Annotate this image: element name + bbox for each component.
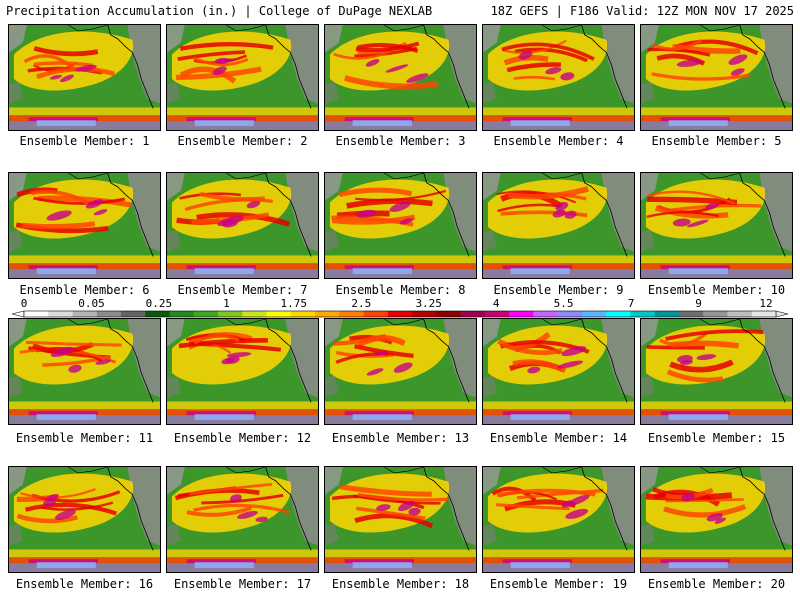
colorbar-swatch — [703, 311, 728, 317]
ensemble-member-map — [8, 318, 161, 425]
colorbar-swatch — [606, 311, 631, 317]
ensemble-member-map — [640, 318, 793, 425]
colorbar-swatch — [630, 311, 656, 317]
ensemble-member-map — [8, 466, 161, 573]
colorbar-tick-label: 9 — [695, 297, 702, 310]
colorbar-swatch — [533, 311, 558, 317]
ensemble-member-map — [8, 24, 161, 131]
colorbar-tick-label: 4 — [493, 297, 500, 310]
colorbar-tick-label: 0.25 — [146, 297, 173, 310]
ensemble-member-map — [324, 318, 477, 425]
colorbar-swatch — [581, 311, 607, 317]
colorbar-swatch — [72, 311, 98, 317]
ensemble-member-label: Ensemble Member: 14 — [489, 431, 628, 445]
ensemble-member-map — [640, 466, 793, 573]
colorbar-tick-label: 1.75 — [281, 297, 308, 310]
ensemble-member-map — [482, 318, 635, 425]
ensemble-member-label: Ensemble Member: 16 — [15, 577, 154, 591]
colorbar-swatch — [751, 311, 777, 317]
colorbar-swatch — [266, 311, 292, 317]
colorbar-tick-label: 5.5 — [554, 297, 574, 310]
ensemble-member-map — [324, 24, 477, 131]
ensemble-member-label: Ensemble Member: 20 — [647, 577, 786, 591]
model-valid-time: 18Z GEFS | F186 Valid: 12Z MON NOV 17 20… — [490, 4, 794, 18]
colorbar-swatch — [169, 311, 195, 317]
colorbar-tick-label: 1 — [223, 297, 230, 310]
ensemble-member-map — [324, 466, 477, 573]
ensemble-member-label: Ensemble Member: 2 — [177, 134, 308, 148]
colorbar-tick-label: 12 — [759, 297, 772, 310]
colorbar-outline — [23, 310, 777, 318]
colorbar-swatch — [363, 311, 389, 317]
ensemble-member-label: Ensemble Member: 5 — [651, 134, 782, 148]
colorbar-tick-label: 0 — [21, 297, 28, 310]
ensemble-member-label: Ensemble Member: 10 — [647, 283, 786, 297]
ensemble-member-label: Ensemble Member: 17 — [173, 577, 312, 591]
colorbar-swatch — [218, 311, 243, 317]
colorbar-swatch — [121, 311, 146, 317]
colorbar-swatch — [290, 311, 316, 317]
colorbar-swatch — [654, 311, 680, 317]
ensemble-member-label: Ensemble Member: 18 — [331, 577, 470, 591]
ensemble-member-map — [8, 172, 161, 279]
ensemble-member-label: Ensemble Member: 12 — [173, 431, 312, 445]
ensemble-member-label: Ensemble Member: 9 — [493, 283, 624, 297]
colorbar-tick-label: 2.5 — [351, 297, 371, 310]
ensemble-member-label: Ensemble Member: 3 — [335, 134, 466, 148]
colorbar-swatch — [509, 311, 534, 317]
colorbar-swatch — [315, 311, 340, 317]
ensemble-member-map — [640, 172, 793, 279]
ensemble-member-map — [640, 24, 793, 131]
colorbar-swatch — [460, 311, 486, 317]
ensemble-member-map — [482, 172, 635, 279]
colorbar-swatch — [339, 311, 364, 317]
colorbar-swatch — [96, 311, 122, 317]
ensemble-member-label: Ensemble Member: 6 — [19, 283, 150, 297]
colorbar-swatch — [242, 311, 267, 317]
colorbar-tick-label: 7 — [628, 297, 635, 310]
colorbar-swatch — [436, 311, 461, 317]
ensemble-member-map — [482, 466, 635, 573]
colorbar-swatch — [24, 311, 49, 317]
colorbar-swatch — [678, 311, 704, 317]
ensemble-member-label: Ensemble Member: 1 — [19, 134, 150, 148]
colorbar-swatch — [48, 311, 73, 317]
map-title: Precipitation Accumulation (in.) | Colle… — [6, 4, 433, 18]
ensemble-member-map — [166, 24, 319, 131]
ensemble-member-map — [166, 318, 319, 425]
ensemble-member-map — [166, 172, 319, 279]
ensemble-member-label: Ensemble Member: 19 — [489, 577, 628, 591]
ensemble-member-label: Ensemble Member: 7 — [177, 283, 308, 297]
colorbar-swatch — [484, 311, 510, 317]
ensemble-member-map — [166, 466, 319, 573]
colorbar-swatch — [193, 311, 219, 317]
ensemble-member-label: Ensemble Member: 13 — [331, 431, 470, 445]
colorbar-swatch — [412, 311, 437, 317]
ensemble-member-label: Ensemble Member: 11 — [15, 431, 154, 445]
colorbar-swatch — [727, 311, 753, 317]
precip-colorbar: 0 0.05 0.25 1 1.75 2.5 3.25 4 5.5 7 9 12 — [11, 297, 789, 318]
colorbar-left-arrow — [11, 310, 25, 318]
colorbar-tick-label: 3.25 — [415, 297, 442, 310]
colorbar-tick-label: 0.05 — [78, 297, 105, 310]
ensemble-member-label: Ensemble Member: 15 — [647, 431, 786, 445]
ensemble-member-map — [324, 172, 477, 279]
colorbar-right-arrow — [775, 310, 789, 318]
ensemble-member-label: Ensemble Member: 4 — [493, 134, 624, 148]
ensemble-member-map — [482, 24, 635, 131]
colorbar-swatch — [387, 311, 413, 317]
ensemble-member-label: Ensemble Member: 8 — [335, 283, 466, 297]
colorbar-swatch — [557, 311, 583, 317]
colorbar-swatch — [145, 311, 170, 317]
